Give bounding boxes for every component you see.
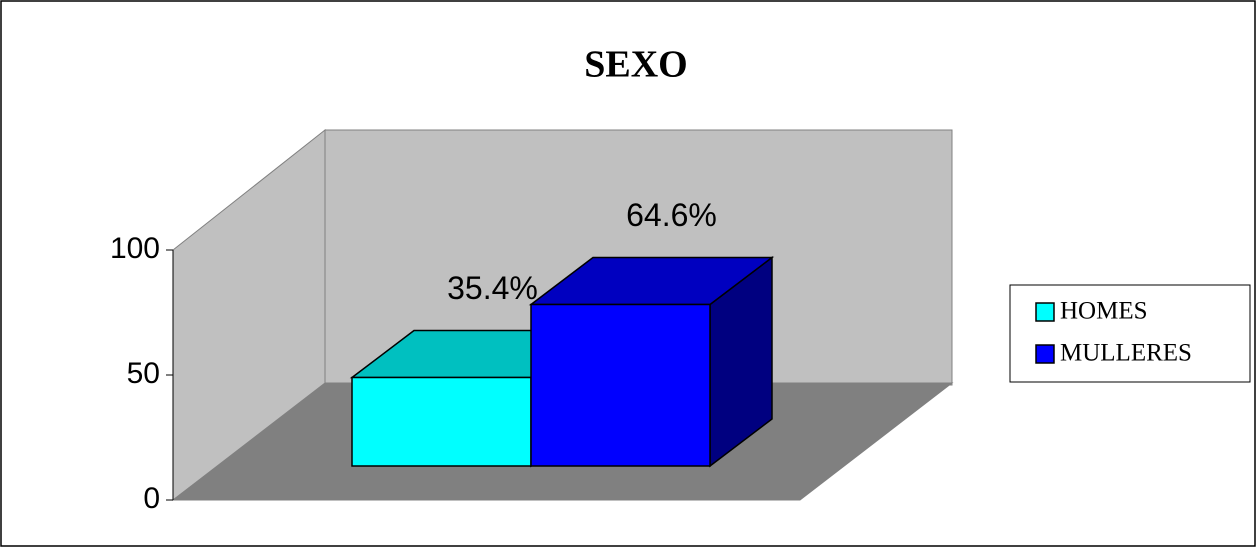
chart-title: SEXO (584, 44, 687, 86)
bar (351, 376, 532, 467)
legend-label: HOMES (1060, 298, 1148, 325)
legend-swatch (1035, 302, 1055, 322)
legend-swatch (1035, 344, 1055, 364)
legend-label: MULLERES (1060, 340, 1192, 367)
bar (530, 303, 711, 467)
data-label: 64.6% (626, 197, 717, 233)
y-tick-label: 0 (143, 482, 160, 515)
legend (1009, 284, 1251, 383)
data-label: 35.4% (447, 270, 538, 306)
y-tick-label: 50 (127, 357, 160, 390)
y-tick-label: 100 (110, 232, 160, 265)
